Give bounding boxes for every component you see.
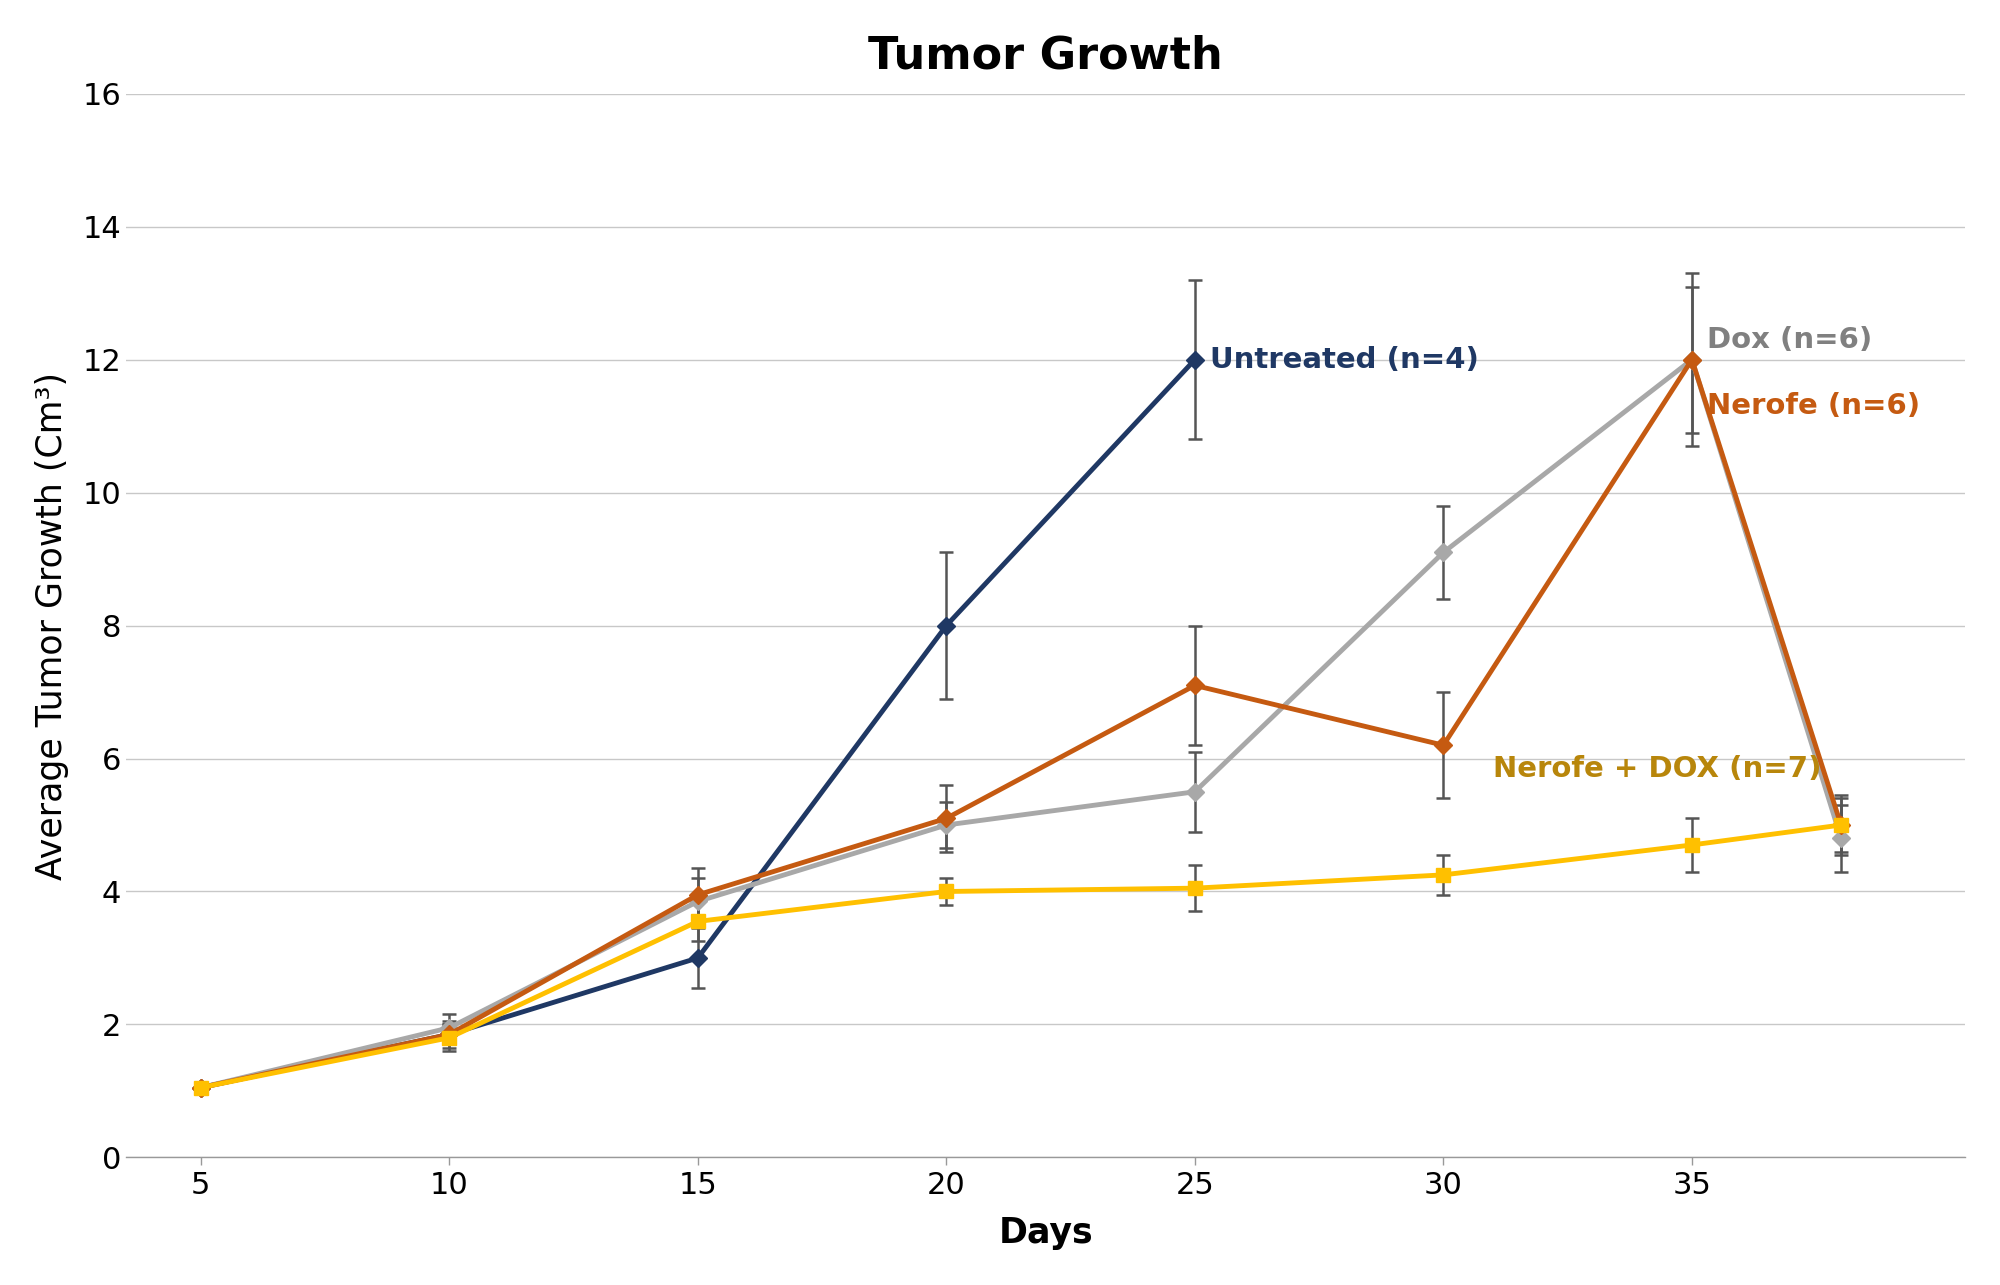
Y-axis label: Average Tumor Growth (Cm³): Average Tumor Growth (Cm³): [34, 371, 68, 879]
Text: Nerofe + DOX (n=7): Nerofe + DOX (n=7): [1494, 754, 1822, 783]
Title: Tumor Growth: Tumor Growth: [868, 35, 1224, 77]
Text: Nerofe (n=6): Nerofe (n=6): [1706, 392, 1920, 420]
Text: Dox (n=6): Dox (n=6): [1706, 325, 1872, 353]
Text: Untreated (n=4): Untreated (n=4): [1210, 346, 1478, 374]
X-axis label: Days: Days: [998, 1217, 1094, 1250]
